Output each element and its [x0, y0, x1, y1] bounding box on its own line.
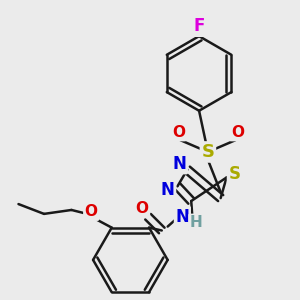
Text: H: H — [190, 215, 203, 230]
Text: O: O — [172, 125, 185, 140]
Text: F: F — [194, 17, 205, 35]
Text: O: O — [136, 201, 148, 216]
Text: N: N — [172, 155, 186, 173]
Text: N: N — [161, 181, 175, 199]
Text: O: O — [85, 204, 98, 219]
Text: O: O — [231, 125, 244, 140]
Text: N: N — [176, 208, 189, 226]
Text: S: S — [228, 165, 240, 183]
Text: S: S — [201, 143, 214, 161]
